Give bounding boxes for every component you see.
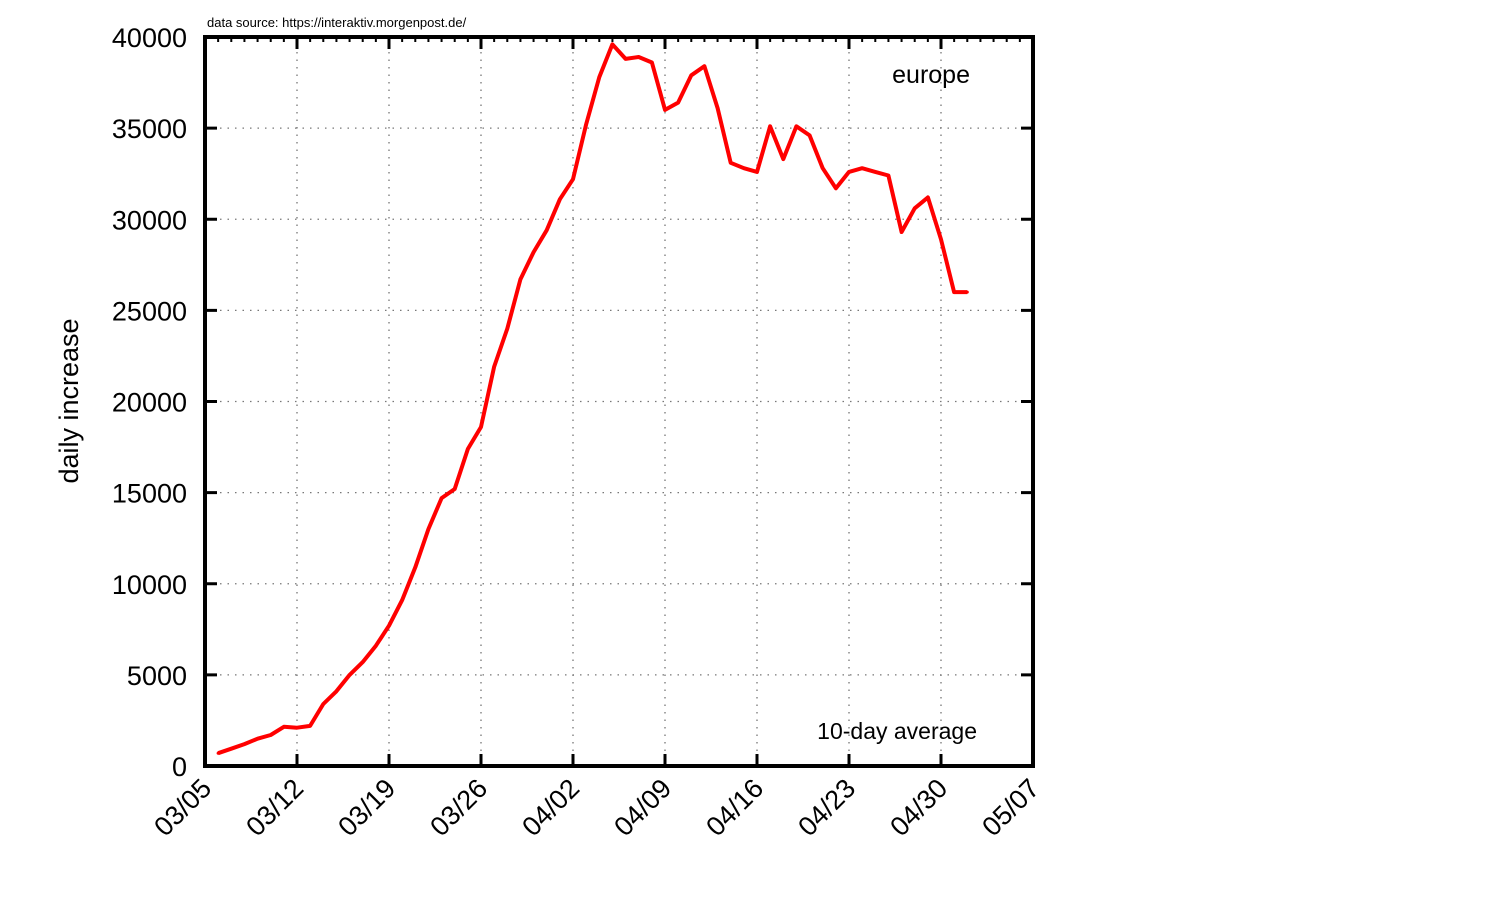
- y-tick-label: 20000: [112, 388, 187, 418]
- data-point: [939, 237, 943, 241]
- y-tick-label: 5000: [127, 661, 187, 691]
- plot-frame: [203, 35, 1035, 768]
- data-point: [545, 228, 549, 232]
- data-point: [269, 733, 273, 737]
- data-point: [689, 73, 693, 77]
- data-point: [821, 166, 825, 170]
- data-point: [610, 42, 614, 46]
- data-point: [282, 725, 286, 729]
- data-point: [886, 174, 890, 177]
- x-tick-label: 03/05: [148, 773, 217, 842]
- y-tick-label: 0: [172, 752, 187, 782]
- data-point: [637, 55, 641, 59]
- y-tick-label: 15000: [112, 479, 187, 509]
- data-point: [624, 57, 628, 61]
- data-point: [440, 496, 444, 500]
- data-point: [808, 133, 812, 137]
- y-tick-label: 25000: [112, 296, 187, 326]
- y-tick-labels: 0 5000 10000 15000 20000 25000 30000 35000 40000: [112, 23, 187, 782]
- data-point: [650, 61, 654, 64]
- data-point: [755, 170, 759, 174]
- data-point: [900, 230, 904, 234]
- grid-lines: [205, 37, 1033, 766]
- data-point: [584, 123, 588, 126]
- data-point: [387, 624, 391, 628]
- x-tick-labels: 03/05 03/12 03/19 03/26 04/02 04/09 04/16 04/23…: [148, 773, 1045, 842]
- data-point: [873, 170, 877, 174]
- data-point: [216, 751, 220, 755]
- data-point: [295, 726, 299, 730]
- chart-title: europe: [892, 61, 970, 89]
- data-point: [729, 161, 733, 165]
- x-tick-label: 05/07: [976, 773, 1045, 842]
- data-point: [334, 689, 338, 693]
- data-point: [532, 250, 536, 254]
- data-point: [742, 166, 746, 170]
- data-point: [716, 106, 720, 110]
- data-source-note: data source: https://interaktiv.morgenpo…: [207, 15, 467, 30]
- data-point: [663, 108, 667, 112]
- data-point: [242, 742, 246, 746]
- data-point: [229, 747, 233, 751]
- data-point: [926, 195, 930, 199]
- x-tick-label: 04/23: [792, 773, 861, 842]
- data-point: [256, 737, 260, 741]
- y-axis-title: daily increase: [54, 318, 84, 483]
- data-point: [571, 177, 575, 181]
- y-tick-label: 10000: [112, 570, 187, 600]
- data-point: [505, 327, 509, 331]
- data-point: [400, 598, 404, 602]
- x-tick-label: 04/02: [516, 773, 585, 842]
- data-point: [308, 724, 312, 728]
- data-point: [361, 660, 365, 664]
- data-point: [794, 124, 798, 128]
- data-point: [321, 702, 325, 706]
- y-tick-label: 35000: [112, 114, 187, 144]
- data-point: [453, 487, 457, 491]
- data-point: [492, 365, 496, 369]
- data-point: [558, 197, 562, 201]
- data-point: [426, 527, 430, 531]
- y-tick-label: 40000: [112, 23, 187, 53]
- data-point: [413, 565, 417, 569]
- data-point: [847, 170, 851, 174]
- series-line: [217, 42, 968, 756]
- series-layer: [216, 42, 969, 756]
- data-point: [466, 447, 470, 451]
- data-point: [518, 277, 522, 281]
- x-tick-label: 03/26: [424, 773, 493, 842]
- data-point: [374, 644, 378, 648]
- data-point: [597, 75, 601, 79]
- data-point: [965, 290, 969, 294]
- data-point: [768, 124, 772, 128]
- data-point: [860, 166, 864, 170]
- x-tick-label: 03/19: [332, 773, 401, 842]
- data-point: [479, 425, 483, 429]
- average-annotation: 10-day average: [817, 718, 977, 744]
- data-point: [781, 157, 785, 161]
- data-point: [834, 186, 838, 190]
- x-tick-label: 04/30: [884, 773, 953, 842]
- data-point: [348, 673, 352, 677]
- data-point: [676, 101, 680, 105]
- x-tick-label: 04/09: [608, 773, 677, 842]
- data-point: [952, 290, 956, 294]
- data-point: [702, 64, 706, 68]
- data-point: [913, 206, 917, 210]
- x-tick-label: 04/16: [700, 773, 769, 842]
- x-tick-label: 03/12: [240, 773, 309, 842]
- y-tick-label: 30000: [112, 205, 187, 235]
